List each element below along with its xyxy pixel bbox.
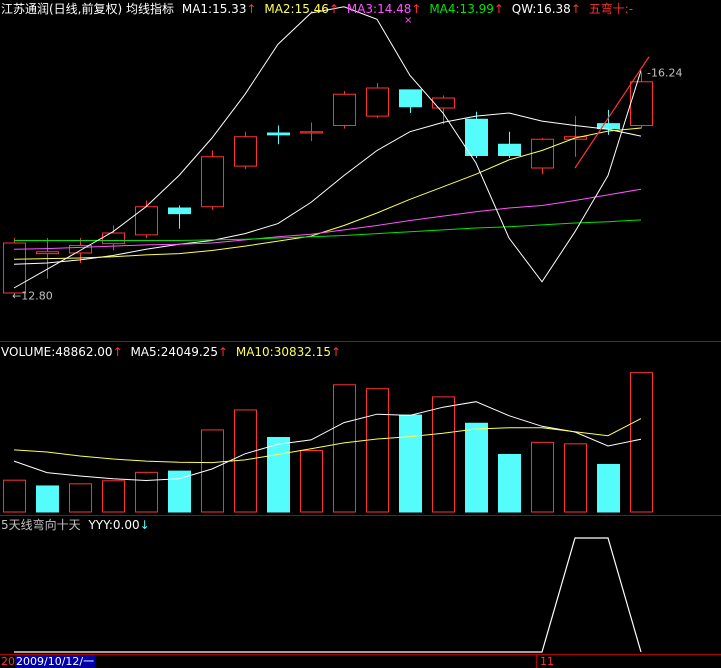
volume-bar xyxy=(333,384,356,513)
main-header: 江苏通润(日线,前复权) 均线指标 MA1:15.33↑ MA2:15.46↑ … xyxy=(1,2,633,16)
candle-body xyxy=(630,81,653,126)
yyy-line xyxy=(14,537,642,653)
yyy-indicator-name: 5天线弯向十天 xyxy=(1,518,81,532)
candle-body xyxy=(69,245,92,254)
volume-bar xyxy=(201,429,224,513)
volume-bar xyxy=(36,485,59,513)
up-arrow-icon: ↑ xyxy=(411,2,422,16)
candle-body xyxy=(300,131,323,134)
price-line-ma1 xyxy=(13,112,642,265)
candle-body xyxy=(135,206,158,236)
signal-legend: 五弯十:- xyxy=(588,2,634,16)
high-price-label: -16.24 xyxy=(647,66,682,79)
cursor-date: 2009/10/12/一 xyxy=(15,655,96,668)
candle-body xyxy=(234,136,257,167)
volume-bar xyxy=(3,479,26,513)
volume-bar xyxy=(465,422,488,513)
candle-body xyxy=(597,123,620,130)
price-line-ma2 xyxy=(13,127,642,260)
volume-bar xyxy=(267,436,290,513)
volume-bar xyxy=(399,414,422,513)
up-arrow-icon: ↑ xyxy=(493,2,504,16)
ma1-legend: MA1:15.33 xyxy=(181,2,247,16)
candle-body xyxy=(531,138,554,169)
volume-bar xyxy=(498,453,521,513)
price-line-qw xyxy=(13,6,642,289)
vol-ma10-legend: MA10:30832.15 xyxy=(235,345,331,359)
up-arrow-icon: ↑ xyxy=(570,2,581,16)
volume-legend: VOLUME:48862.00 xyxy=(1,345,113,359)
time-axis-start: 20 xyxy=(1,655,15,668)
low-price-label: ←12.80 xyxy=(12,289,53,302)
volume-line-ma10 xyxy=(13,418,642,464)
price-line-ma4 xyxy=(14,219,642,241)
candle-body xyxy=(432,97,455,109)
up-arrow-icon: ↑ xyxy=(217,345,229,359)
volume-bar xyxy=(630,372,653,513)
candle-body xyxy=(168,207,191,215)
time-axis: 202009/10/12/一 xyxy=(1,655,96,668)
yyy-header: 5天线弯向十天 YYY:0.00↓ xyxy=(1,518,150,532)
time-axis-mark: 11 xyxy=(540,655,554,668)
volume-line-ma5 xyxy=(13,401,642,482)
up-arrow-icon: ↑ xyxy=(330,345,342,359)
down-arrow-icon: ↓ xyxy=(139,518,150,532)
ma4-legend: MA4:13.99 xyxy=(429,2,494,16)
volume-bar xyxy=(564,443,587,513)
stock-title: 江苏通润(日线,前复权) xyxy=(1,2,123,16)
price-line-ma3 xyxy=(13,188,642,250)
yyy-legend: YYY:0.00 xyxy=(88,518,140,532)
up-arrow-icon: ↑ xyxy=(246,2,257,16)
volume-header: VOLUME:48862.00↑ MA5:24049.25↑ MA10:3083… xyxy=(1,345,341,359)
volume-bar xyxy=(432,396,455,513)
candle-body xyxy=(465,118,488,156)
candle-body xyxy=(3,242,26,294)
candle-body xyxy=(399,89,422,108)
candle-body xyxy=(564,136,587,140)
volume-bar xyxy=(69,483,92,513)
volume-bar xyxy=(102,480,125,513)
volume-bar xyxy=(300,450,323,513)
volume-bar xyxy=(135,471,158,513)
vol-ma5-legend: MA5:24049.25 xyxy=(130,345,218,359)
volume-bar xyxy=(531,441,554,513)
candle-body xyxy=(267,132,290,136)
indicator-name: 均线指标 xyxy=(126,2,175,16)
candle-body xyxy=(366,87,389,117)
volume-bar xyxy=(597,463,620,513)
up-arrow-icon: ↑ xyxy=(328,2,339,16)
candle-body xyxy=(333,93,356,126)
candle-body xyxy=(498,143,521,156)
ma3-legend: MA3:14.48 xyxy=(346,2,412,16)
volume-bar xyxy=(366,388,389,513)
trend-line xyxy=(574,56,650,169)
candle-body xyxy=(201,156,224,208)
candle-body xyxy=(36,251,59,255)
cross-marker-icon: × xyxy=(404,15,413,26)
qw-legend: QW:16.38 xyxy=(511,2,571,16)
volume-bar xyxy=(168,470,191,513)
up-arrow-icon: ↑ xyxy=(112,345,123,359)
ma2-legend: MA2:15.46 xyxy=(264,2,329,16)
candle-body xyxy=(102,232,125,245)
